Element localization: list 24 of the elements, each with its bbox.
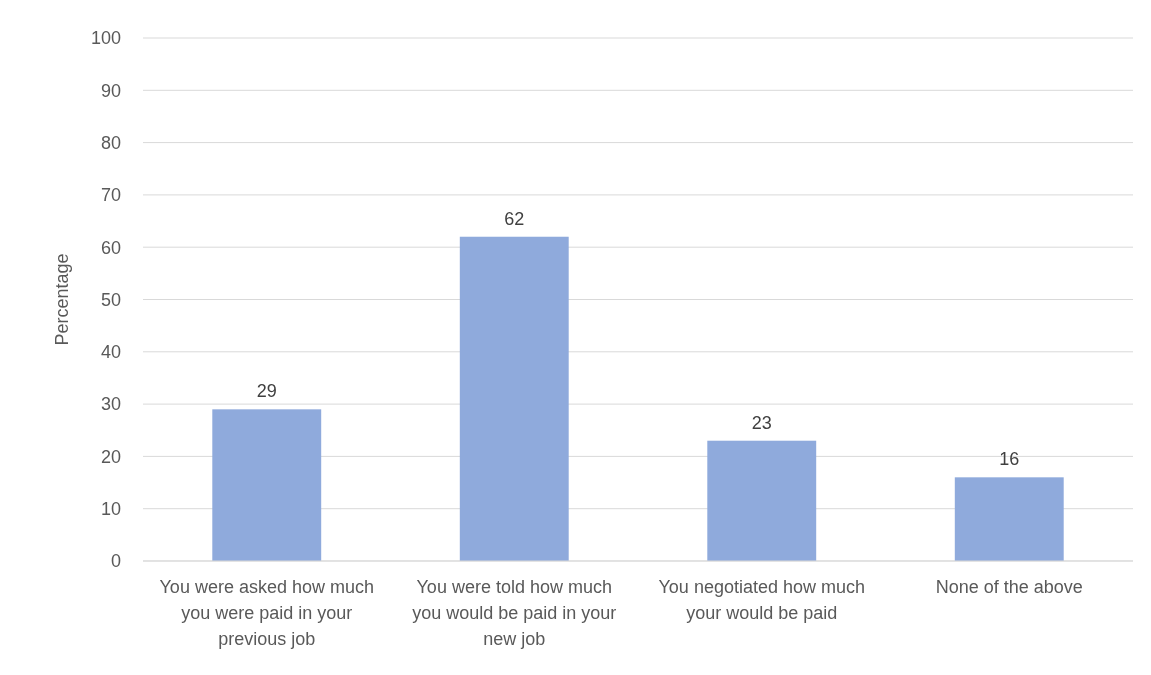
y-tick-label: 60: [100, 237, 121, 258]
y-tick-label: 100: [90, 28, 121, 49]
x-tick-label: You were told how much you would be paid in your new job: [412, 577, 617, 649]
x-tick-label: You were asked how much you were paid in your previous job: [159, 577, 374, 649]
y-tick-label: 20: [100, 446, 121, 467]
x-tick-label: None of the above: [935, 577, 1083, 597]
y-tick-label: 30: [100, 394, 121, 415]
y-tick-label: 50: [100, 289, 121, 310]
y-tick-label: 40: [100, 342, 121, 363]
x-tick-label: You negotiated how much your would be paid: [658, 577, 865, 623]
bar: [707, 440, 817, 561]
y-tick-label: 80: [100, 132, 121, 153]
y-tick-label: 10: [100, 499, 121, 519]
data-label: 23: [751, 412, 772, 433]
y-axis-title: Percentage: [52, 253, 72, 346]
data-label: 29: [256, 381, 277, 402]
y-tick-label: 0: [110, 551, 121, 572]
data-label: 62: [504, 208, 525, 229]
bar: [212, 409, 322, 561]
bar: [459, 236, 569, 561]
bar: [954, 477, 1064, 561]
y-tick-label: 70: [100, 185, 121, 206]
data-label: 16: [999, 449, 1020, 470]
y-tick-label: 90: [100, 80, 121, 101]
